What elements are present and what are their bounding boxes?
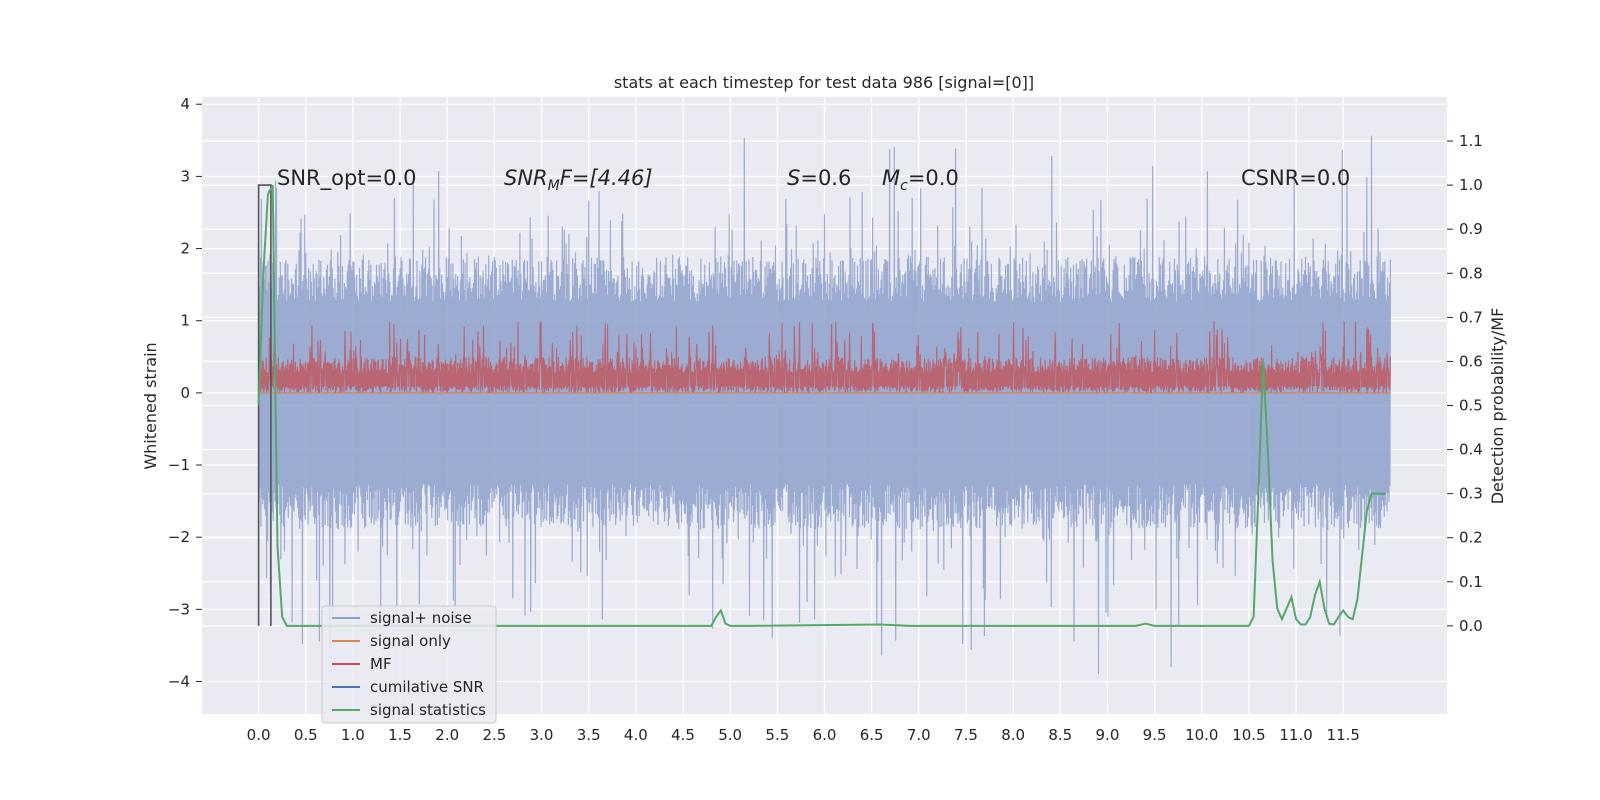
- legend-label: signal statistics: [370, 701, 486, 719]
- x-tick-label: 10.0: [1185, 726, 1218, 744]
- legend-item-mf: MF: [332, 655, 392, 673]
- y-tick-label-left: −2: [168, 528, 190, 546]
- y-tick-label-left: 2: [180, 240, 190, 258]
- x-tick-label: 8.5: [1048, 726, 1072, 744]
- y-tick-label-right: 0.1: [1459, 573, 1483, 591]
- x-tick-label: 3.0: [530, 726, 554, 744]
- y-tick-label-right: 0.2: [1459, 529, 1483, 547]
- y-tick-label-right: 1.1: [1459, 132, 1483, 150]
- x-tick-label: 0.0: [247, 726, 271, 744]
- x-tick-label: 10.5: [1232, 726, 1265, 744]
- y-tick-label-right: 0.3: [1459, 485, 1483, 503]
- right-axis-ticks: 1.1 1.0 0.9 0.8 0.7 0.6 0.5 0.4 0.3 0.2 0.1 0.0: [1447, 132, 1483, 635]
- legend-box: [321, 605, 497, 724]
- x-tick-label: 6.5: [860, 726, 884, 744]
- series-signal-plus-noise: [258, 135, 1391, 675]
- x-tick-label: 9.5: [1143, 726, 1167, 744]
- y-tick-label-right: 0.7: [1459, 308, 1483, 326]
- x-tick-label: 7.5: [954, 726, 978, 744]
- chart-title: stats at each timestep for test data 986…: [614, 73, 1034, 92]
- annotation-csnr: CSNR=0.0: [1241, 166, 1350, 190]
- y-tick-label-right: 0.5: [1459, 397, 1483, 415]
- y-axis-label-right: Detection probability/MF: [1488, 308, 1507, 505]
- y-tick-label-left: −4: [168, 673, 190, 691]
- annotation-s: S=0.6: [787, 166, 851, 190]
- annotation-mc: Mc=0.0: [882, 166, 959, 194]
- y-tick-label-left: −1: [168, 456, 190, 474]
- y-tick-label-left: 1: [180, 312, 190, 330]
- legend-item-signal-only: signal only: [332, 632, 451, 650]
- x-tick-label: 6.0: [813, 726, 837, 744]
- x-tick-label: 1.0: [341, 726, 365, 744]
- annotation-snr-mf: SNRMF=[4.46]: [504, 166, 653, 194]
- legend-label: cumilative SNR: [370, 678, 484, 696]
- y-tick-label-right: 0.8: [1459, 264, 1483, 282]
- x-tick-label: 5.0: [718, 726, 742, 744]
- legend-item-signal-noise: signal+ noise: [332, 609, 472, 627]
- y-tick-label-left: 0: [180, 384, 190, 402]
- legend-item-cumulative-snr: cumilative SNR: [332, 678, 484, 696]
- x-tick-label: 2.5: [482, 726, 506, 744]
- x-tick-label: 0.5: [294, 726, 318, 744]
- x-tick-label: 4.0: [624, 726, 648, 744]
- y-tick-label-right: 0.9: [1459, 220, 1483, 238]
- y-tick-label-left: 3: [180, 167, 190, 185]
- y-tick-label-left: 4: [180, 95, 190, 113]
- legend: signal+ noise signal only MF cumilative …: [321, 605, 497, 724]
- y-tick-label-right: 0.6: [1459, 352, 1483, 370]
- x-tick-label: 8.0: [1001, 726, 1025, 744]
- plot-series: [257, 135, 1391, 675]
- series-signal-statistics: [257, 184, 1386, 627]
- legend-item-signal-statistics: signal statistics: [332, 701, 486, 719]
- x-tick-label: 11.0: [1279, 726, 1312, 744]
- y-tick-label-right: 0.4: [1459, 441, 1483, 459]
- annotation-snr-opt: SNR_opt=0.0: [277, 166, 417, 191]
- x-tick-label: 1.5: [388, 726, 412, 744]
- x-tick-label: 7.0: [907, 726, 931, 744]
- x-axis-ticks: 0.0 0.5 1.0 1.5 2.0 2.5 3.0 3.5 4.0 4.5 5.0 5.5 6.0 6…: [247, 726, 1360, 744]
- x-tick-label: 11.5: [1327, 726, 1360, 744]
- x-tick-label: 2.0: [435, 726, 459, 744]
- legend-label: MF: [370, 655, 392, 673]
- y-tick-label-right: 1.0: [1459, 176, 1483, 194]
- left-axis-ticks: 4 3 2 1 0 −1 −2 −3 −4: [168, 95, 202, 691]
- x-tick-label: 9.0: [1096, 726, 1120, 744]
- legend-label: signal only: [370, 632, 451, 650]
- x-tick-label: 5.5: [765, 726, 789, 744]
- y-axis-label-left: Whitened strain: [141, 342, 160, 469]
- x-tick-label: 3.5: [577, 726, 601, 744]
- y-tick-label-right: 0.0: [1459, 617, 1483, 635]
- series-mf: [258, 320, 1391, 393]
- y-tick-label-left: −3: [168, 600, 190, 618]
- legend-label: signal+ noise: [370, 609, 472, 627]
- annotations: SNR_opt=0.0 SNRMF=[4.46] S=0.6 Mc=0.0 CS…: [277, 166, 1350, 194]
- x-tick-label: 4.5: [671, 726, 695, 744]
